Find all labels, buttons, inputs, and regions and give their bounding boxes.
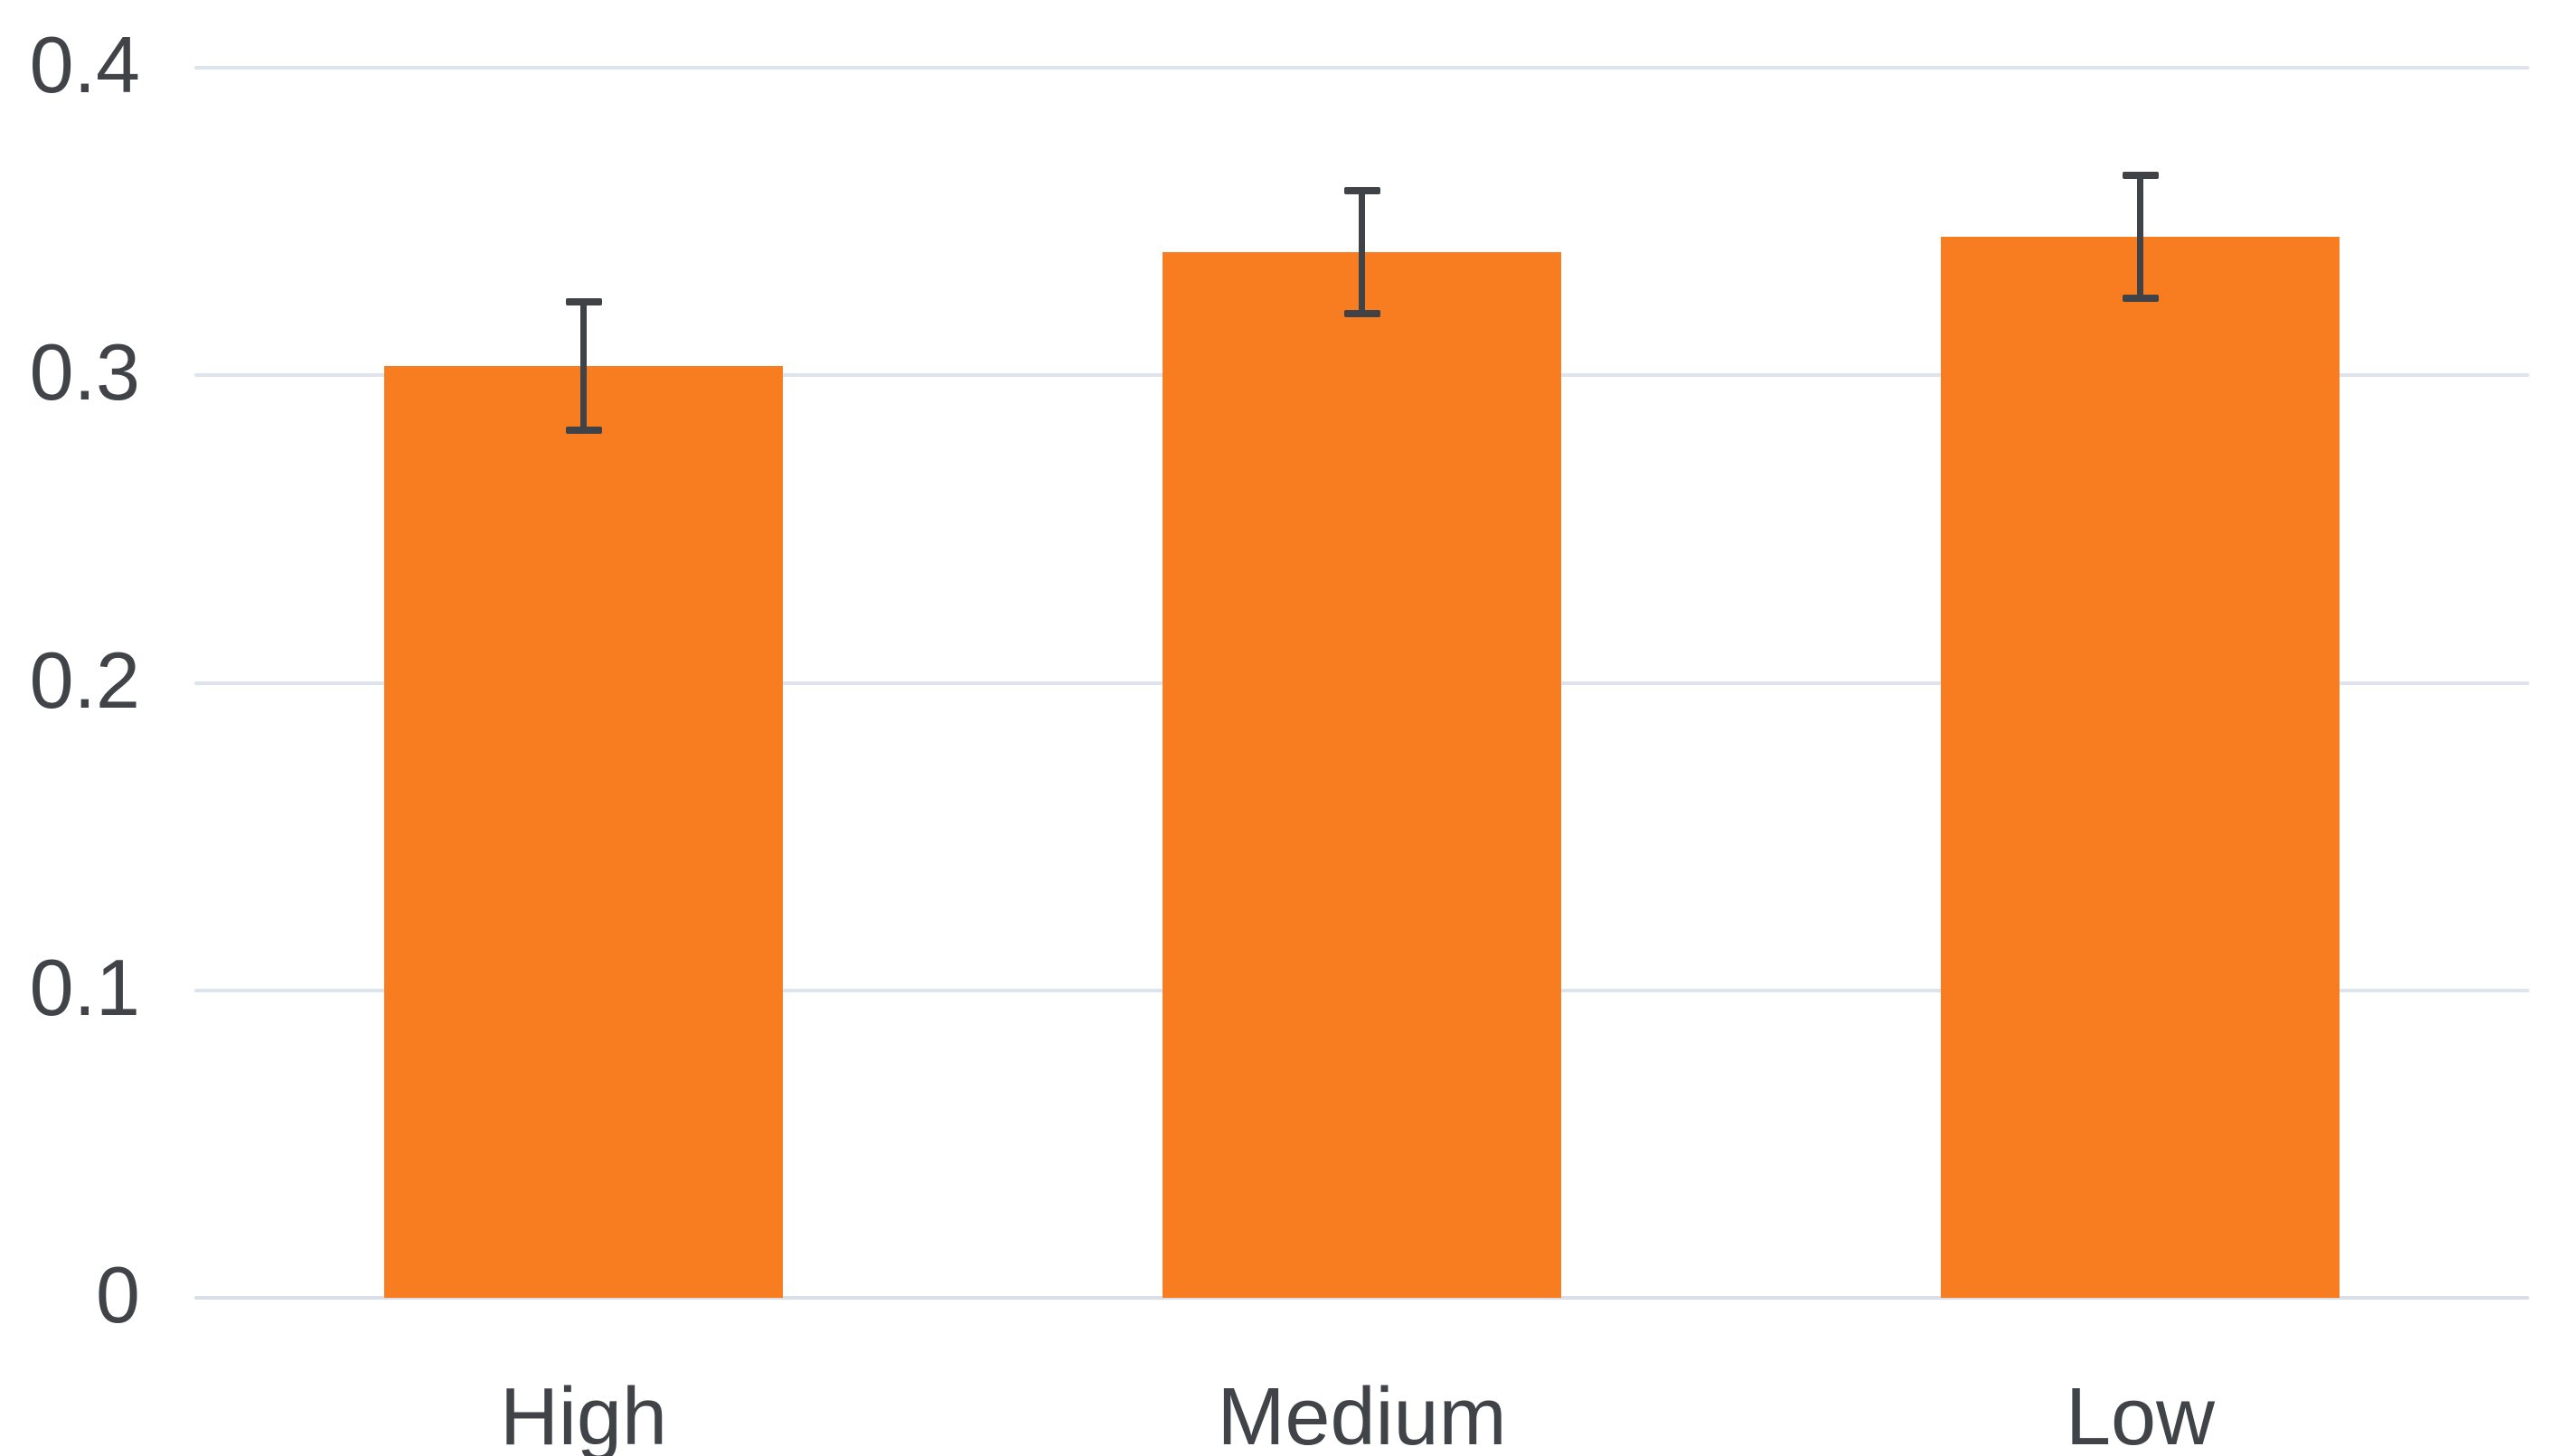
error-bar-cap-bottom <box>2122 295 2159 303</box>
error-bar-line <box>580 301 587 431</box>
error-bar-line <box>2137 175 2143 299</box>
error-bar-line <box>1359 191 1365 315</box>
x-axis-label-high: High <box>499 1372 668 1456</box>
bar-low <box>1941 237 2340 1298</box>
bar-medium <box>1163 252 1561 1298</box>
x-axis-label-low: Low <box>2065 1372 2216 1456</box>
error-bar-cap-top <box>1343 187 1380 195</box>
y-tick-label: 0.2 <box>29 634 140 725</box>
error-bar-cap-top <box>565 297 602 305</box>
y-tick-label: 0.4 <box>29 20 140 109</box>
y-tick-label: 0.1 <box>29 942 140 1032</box>
x-axis-label-medium: Medium <box>1217 1372 1507 1456</box>
y-tick-label: 0 <box>96 1250 140 1339</box>
x-axis-line <box>194 1296 2529 1300</box>
error-bar-cap-bottom <box>1343 310 1380 318</box>
gridline <box>194 66 2529 70</box>
error-bar-cap-bottom <box>565 427 602 435</box>
bar-high <box>384 366 783 1298</box>
error-bar-cap-top <box>2122 172 2159 180</box>
y-tick-label: 0.3 <box>29 327 140 418</box>
